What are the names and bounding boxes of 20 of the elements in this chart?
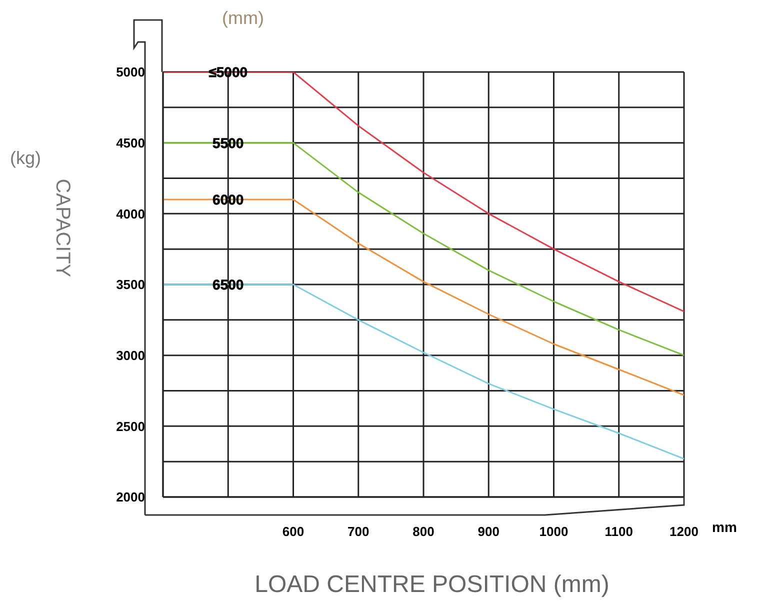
x-tick-label: 600 — [282, 524, 304, 540]
y-tick-label: 3000 — [116, 348, 145, 363]
y-axis-title: CAPACITY — [50, 178, 74, 278]
y-tick-label: 5000 — [116, 64, 145, 80]
x-tick-label: 1000 — [539, 524, 568, 540]
y-tick-label: 4000 — [116, 206, 145, 222]
x-axis-title: LOAD CENTRE POSITION (mm) — [254, 571, 610, 599]
x-tick-label: 800 — [412, 524, 434, 540]
x-tick-label: 1100 — [604, 524, 633, 540]
x-tick-label: 1200 — [670, 524, 698, 540]
text: (kg) — [10, 148, 41, 169]
y-tick-label: 2500 — [116, 418, 145, 434]
x-tick-label: 700 — [348, 524, 370, 540]
legend-title: (mm) — [222, 8, 264, 29]
y-tick-label: 3500 — [116, 277, 145, 292]
text: mm — [712, 519, 737, 535]
series-label: 6500 — [212, 276, 244, 292]
x-tick-label: 900 — [478, 524, 500, 540]
y-tick-label: 2000 — [116, 490, 145, 505]
y-tick-label: 4500 — [116, 135, 145, 150]
